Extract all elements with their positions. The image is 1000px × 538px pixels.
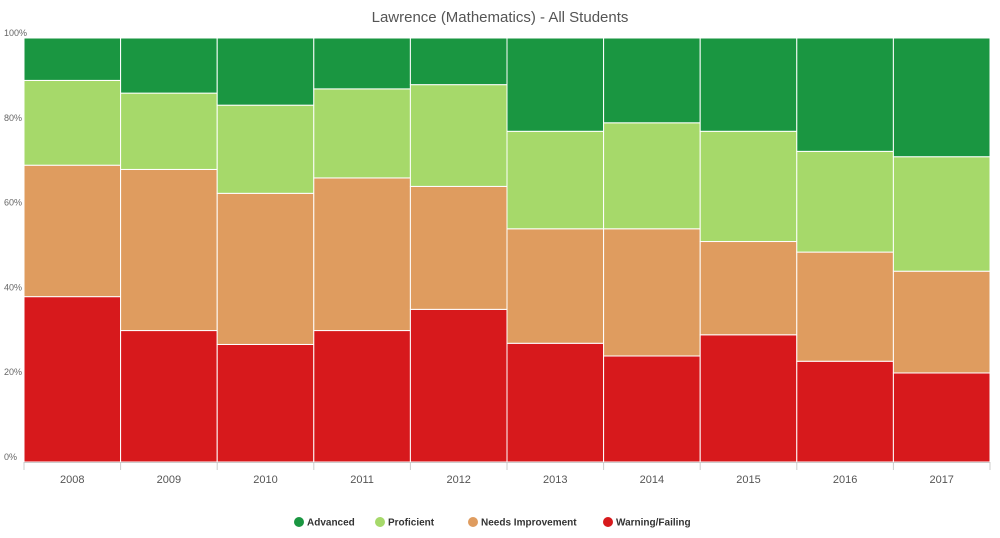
legend-label-warning-failing[interactable]: Warning/Failing <box>616 518 691 529</box>
y-tick-label: 40% <box>4 282 22 292</box>
bar-proficient-2016[interactable] <box>796 150 894 253</box>
bar-warning-failing-2008[interactable] <box>23 296 122 463</box>
legend-label-advanced[interactable]: Advanced <box>307 518 355 529</box>
x-axis: 2008 2009 2010 2011 2012 2013 2014 2015 2016 2017 <box>23 462 991 486</box>
chart-title: Lawrence (Mathematics) - All Students <box>372 9 629 26</box>
bar-advanced-2009[interactable] <box>120 37 218 94</box>
y-axis: 0% 20% 40% 60% 80% 100% <box>4 28 27 462</box>
x-tick-label: 2013 <box>543 474 567 486</box>
bar-proficient-2014[interactable] <box>603 122 701 230</box>
bar-warning-failing-2010[interactable] <box>216 343 315 463</box>
bar-needs-improvement-2017[interactable] <box>892 270 991 374</box>
bar-needs-improvement-2011[interactable] <box>313 177 411 332</box>
bar-warning-failing-2015[interactable] <box>699 334 798 463</box>
bar-advanced-2013[interactable] <box>506 37 605 132</box>
bar-proficient-2017[interactable] <box>892 156 991 272</box>
bar-needs-improvement-2012[interactable] <box>409 185 508 310</box>
y-tick-label: 80% <box>4 113 22 123</box>
bar-proficient-2015[interactable] <box>699 130 798 243</box>
bar-proficient-2011[interactable] <box>313 88 411 179</box>
bar-warning-failing-2014[interactable] <box>603 355 701 463</box>
x-tick-label: 2016 <box>833 474 857 486</box>
bar-proficient-2013[interactable] <box>506 130 605 230</box>
legend: Advanced Proficient Needs Improvement Warni… <box>294 517 691 529</box>
bar-needs-improvement-2009[interactable] <box>120 168 218 332</box>
x-tick-label: 2009 <box>157 474 181 486</box>
legend-marker-needs-improvement[interactable] <box>468 517 478 527</box>
bar-warning-failing-2011[interactable] <box>313 330 411 463</box>
bar-advanced-2012[interactable] <box>409 37 508 86</box>
bar-advanced-2014[interactable] <box>603 37 701 124</box>
bar-warning-failing-2009[interactable] <box>120 330 218 463</box>
bar-needs-improvement-2014[interactable] <box>603 228 701 357</box>
bar-advanced-2011[interactable] <box>313 37 411 90</box>
bar-proficient-2009[interactable] <box>120 92 218 170</box>
legend-marker-warning-failing[interactable] <box>603 517 613 527</box>
bar-advanced-2008[interactable] <box>23 37 122 81</box>
y-tick-label: 100% <box>4 28 27 38</box>
bar-advanced-2010[interactable] <box>216 37 315 106</box>
x-tick-label: 2010 <box>253 474 277 486</box>
bar-advanced-2015[interactable] <box>699 37 798 132</box>
bar-advanced-2016[interactable] <box>796 37 894 152</box>
bar-proficient-2012[interactable] <box>409 84 508 187</box>
bar-warning-failing-2017[interactable] <box>892 372 991 463</box>
bars <box>23 37 991 463</box>
bar-proficient-2010[interactable] <box>216 104 315 194</box>
bar-warning-failing-2013[interactable] <box>506 342 605 463</box>
bar-needs-improvement-2015[interactable] <box>699 241 798 336</box>
legend-label-proficient[interactable]: Proficient <box>388 518 435 529</box>
bar-warning-failing-2012[interactable] <box>409 308 508 463</box>
x-tick-label: 2015 <box>736 474 760 486</box>
x-tick-label: 2011 <box>350 474 374 486</box>
legend-label-needs-improvement[interactable]: Needs Improvement <box>481 518 577 529</box>
bar-proficient-2008[interactable] <box>23 79 122 166</box>
legend-marker-advanced[interactable] <box>294 517 304 527</box>
legend-marker-proficient[interactable] <box>375 517 385 527</box>
x-tick-label: 2017 <box>929 474 953 486</box>
x-tick-label: 2014 <box>640 474 664 486</box>
bar-needs-improvement-2008[interactable] <box>23 164 122 298</box>
bar-warning-failing-2016[interactable] <box>796 360 894 463</box>
bar-needs-improvement-2016[interactable] <box>796 251 894 362</box>
y-tick-label: 0% <box>4 452 17 462</box>
y-tick-label: 60% <box>4 198 22 208</box>
y-tick-label: 20% <box>4 367 22 377</box>
bar-needs-improvement-2013[interactable] <box>506 228 605 344</box>
bar-needs-improvement-2010[interactable] <box>216 192 315 345</box>
x-tick-label: 2012 <box>446 474 470 486</box>
x-tick-label: 2008 <box>60 474 84 486</box>
bar-advanced-2017[interactable] <box>892 37 991 158</box>
